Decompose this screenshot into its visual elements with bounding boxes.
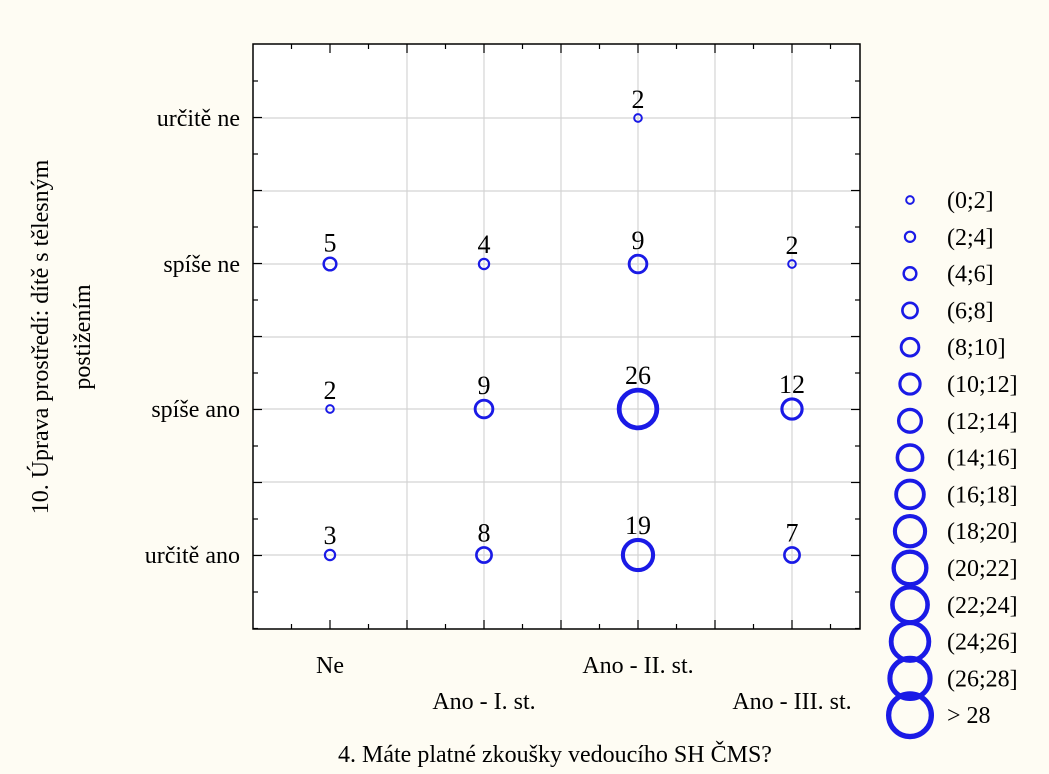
x-tick-label: Ano - II. st. [582,653,693,679]
bubble-point [477,257,491,271]
legend-label: (12;14] [947,409,1018,435]
axis-ticks [253,44,860,630]
legend-bubble [902,266,918,282]
bubble-layer [322,113,804,573]
count-label: 9 [478,371,491,400]
count-label: 2 [786,231,799,260]
bubble-point [616,387,660,431]
count-label: 8 [478,518,491,547]
count-label: 2 [324,376,337,405]
legend-bubble [905,195,915,205]
legend-label: (24;26] [947,630,1018,656]
count-label: 26 [625,361,651,390]
bubble-point [620,537,656,573]
y-tick-label: určitě ano [145,543,240,569]
legend-label: (6;8] [947,298,994,324]
legend-label: (0;2] [947,188,994,214]
legend-label: (14;16] [947,446,1018,472]
legend-label: (26;28] [947,666,1018,692]
legend-label: (10;12] [947,372,1018,398]
legend-label: (4;6] [947,262,994,288]
count-label: 9 [632,226,645,255]
count-label: 3 [324,521,337,550]
bubble-point [473,398,495,420]
x-tick-label: Ano - I. st. [432,689,535,715]
x-tick-label: Ano - III. st. [732,689,851,715]
legend-label: (22;24] [947,593,1018,619]
bubble-point [633,113,643,123]
y-tick-label: spíše ne [163,252,240,278]
x-axis-label: 4. Máte platné zkoušky vedoucího SH ČMS? [338,741,772,768]
legend-bubble [901,301,919,320]
y-axis-label-line-1: 10. Úprava prostředí: dítě s tělesným [27,159,54,514]
count-labels: 5 2 3 4 9 8 2 9 26 19 2 12 7 [324,85,806,550]
legend-label: (18;20] [947,519,1018,545]
y-tick-labels: určitě ano spíše ano spíše ne určitě ne [145,106,240,569]
bubble-point [780,397,804,421]
legend-bubble [886,691,935,740]
count-label: 2 [632,85,645,114]
legend-bubble [887,655,933,702]
legend-bubble [895,443,925,473]
legend-bubble [890,584,930,625]
y-axis-label-line-2: postižením [70,284,96,390]
bubble-point [787,259,797,269]
bubble-point [323,548,337,562]
legend-bubble [896,407,924,434]
legend-label: (16;18] [947,482,1018,508]
legend: (0;2] (2;4] (4;6] (6;8] (8;10] (10;12] (12;14]… [886,188,1018,740]
x-tick-labels: Ne Ano - I. st. Ano - II. st. Ano - III. st… [316,653,852,715]
count-label: 5 [324,229,337,258]
count-label: 19 [625,511,651,540]
legend-bubble [891,549,929,587]
bubble-point [325,404,335,414]
legend-label: (8;10] [947,335,1006,361]
legend-label: (2;4] [947,225,994,251]
y-tick-label: určitě ne [157,106,240,132]
legend-bubble [903,230,917,243]
legend-bubble [899,336,921,358]
bubble-point [627,253,649,275]
x-tick-label: Ne [316,653,344,679]
count-label: 7 [786,518,799,547]
legend-label: (20;22] [947,556,1018,582]
legend-label: > 28 [947,703,991,729]
count-label: 12 [779,370,805,399]
legend-bubble [888,620,932,663]
legend-bubble [892,514,928,549]
bubble-point [783,546,801,564]
y-tick-label: spíše ano [151,397,240,423]
bubble-point [475,546,493,564]
y-axis-label: 10. Úprava prostředí: dítě s tělesným po… [27,159,96,514]
grid-lines [253,44,860,629]
legend-bubble [898,372,922,396]
bubble-point [322,256,338,272]
count-label: 4 [478,230,491,259]
legend-bubble [894,478,926,511]
